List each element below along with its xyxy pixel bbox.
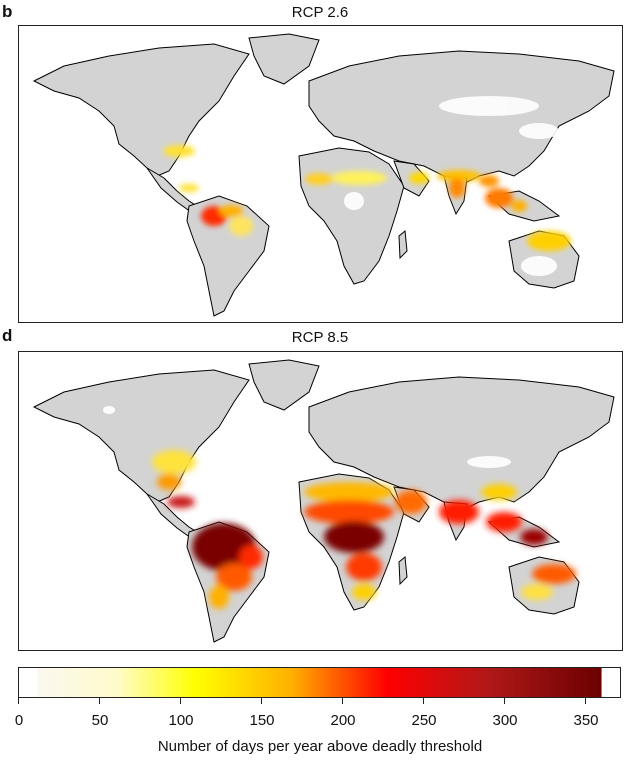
tick-label-300: 300 — [492, 712, 518, 729]
tick-250 — [423, 698, 424, 704]
tick-350 — [585, 698, 586, 704]
tick-50 — [99, 698, 100, 704]
heat-overlay — [152, 450, 576, 609]
colorbar-caption: Number of days per year above deadly thr… — [157, 738, 483, 755]
tick-label-150: 150 — [249, 712, 275, 729]
map-rcp26 — [18, 25, 623, 323]
landmass — [32, 359, 615, 643]
cold-overlay — [103, 406, 511, 468]
heat-overlay — [163, 145, 571, 251]
colorbar — [18, 667, 621, 698]
tick-label-100: 100 — [168, 712, 194, 729]
panel-letter-b: b — [2, 2, 13, 21]
colorbar-gradient — [37, 668, 602, 697]
panel-letter-d: d — [2, 326, 13, 345]
tick-label-350: 350 — [573, 712, 599, 729]
tick-label-0: 0 — [14, 712, 24, 729]
tick-100 — [180, 698, 181, 704]
tick-label-250: 250 — [411, 712, 437, 729]
world-map-rcp26 — [32, 33, 615, 317]
tick-150 — [261, 698, 262, 704]
tick-label-200: 200 — [330, 712, 356, 729]
world-map-rcp85 — [32, 359, 615, 643]
tick-300 — [504, 698, 505, 704]
cold-overlay — [243, 62, 559, 276]
panel-title-rcp26: RCP 2.6 — [291, 4, 349, 21]
panel-title-rcp85: RCP 8.5 — [291, 329, 349, 346]
tick-200 — [342, 698, 343, 704]
colorbar-ticks — [18, 698, 621, 704]
tick-0 — [18, 698, 19, 704]
tick-label-50: 50 — [91, 712, 109, 729]
map-rcp85 — [18, 351, 623, 651]
